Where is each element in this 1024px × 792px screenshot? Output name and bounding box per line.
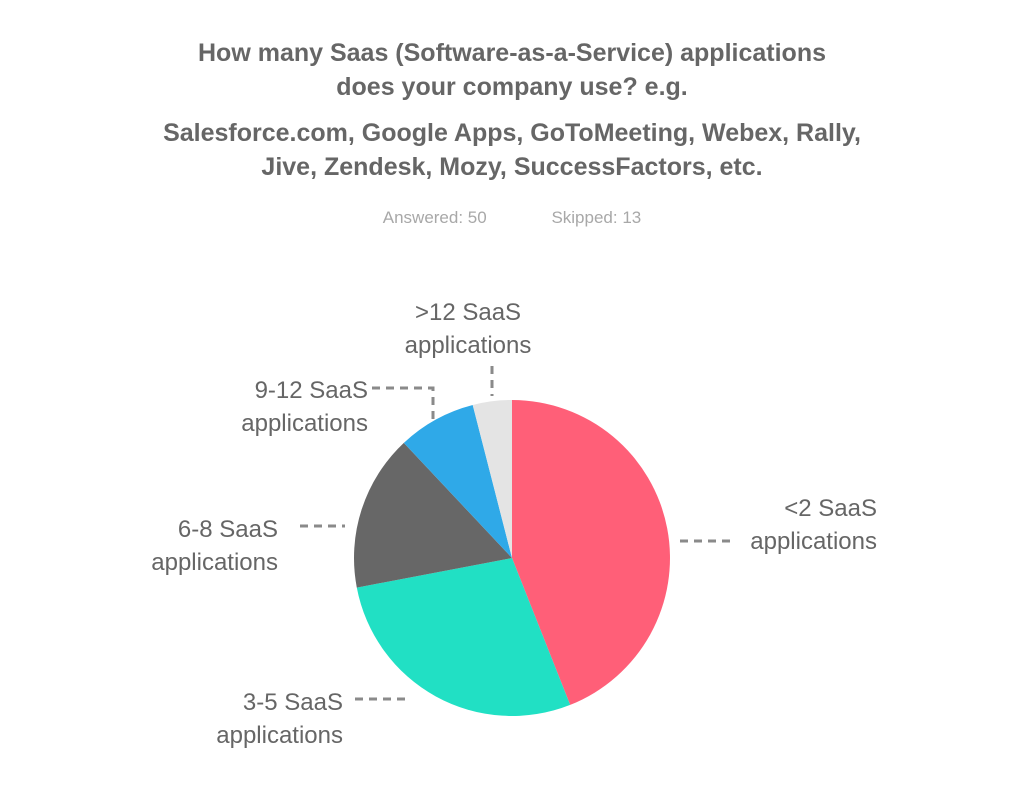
pie-slice-2 xyxy=(356,558,571,716)
slice-label-5-line-1: >12 SaaS xyxy=(415,299,521,326)
answered-count: Answered: 50 xyxy=(382,208,487,227)
pie-slice-4 xyxy=(403,404,512,558)
leader-line-4 xyxy=(372,386,435,420)
title-line-2: does your company use? e.g. xyxy=(336,73,688,101)
skipped-count: Skipped: 13 xyxy=(551,208,642,227)
slice-label-3-line-1: 6-8 SaaS xyxy=(178,516,278,543)
slice-label-3-line-2: applications xyxy=(151,549,278,576)
slice-label-2-line-1: 3-5 SaaS xyxy=(243,689,343,716)
slice-label-4-line-2: applications xyxy=(241,410,368,437)
pie-slice-3 xyxy=(353,442,512,588)
chart-title: How many Saas (Software-as-a-Service) ap… xyxy=(0,36,1024,104)
slice-label-2-line-2: applications xyxy=(216,722,343,749)
pie-slice-5 xyxy=(472,400,512,558)
subtitle-line-1: Salesforce.com, Google Apps, GoToMeeting… xyxy=(163,119,861,147)
slice-label-1-line-1: <2 SaaS xyxy=(784,495,877,522)
slice-label-3: 6-8 SaaS applications xyxy=(151,516,278,576)
slice-label-1: <2 SaaS applications xyxy=(750,495,877,555)
slice-label-5-line-2: applications xyxy=(405,332,532,359)
chart-subtitle: Salesforce.com, Google Apps, GoToMeeting… xyxy=(0,116,1024,184)
slice-label-5: >12 SaaS applications xyxy=(405,299,532,359)
slice-label-4: 9-12 SaaS applications xyxy=(241,377,368,437)
pie-slice-1 xyxy=(512,400,670,705)
subtitle-line-2: Jive, Zendesk, Mozy, SuccessFactors, etc… xyxy=(261,153,763,181)
slice-label-1-line-2: applications xyxy=(750,528,877,555)
slice-label-4-line-1: 9-12 SaaS xyxy=(255,377,368,404)
response-stats: Answered: 50 Skipped: 13 xyxy=(0,208,1024,228)
slice-label-2: 3-5 SaaS applications xyxy=(216,689,343,749)
title-line-1: How many Saas (Software-as-a-Service) ap… xyxy=(198,39,826,67)
